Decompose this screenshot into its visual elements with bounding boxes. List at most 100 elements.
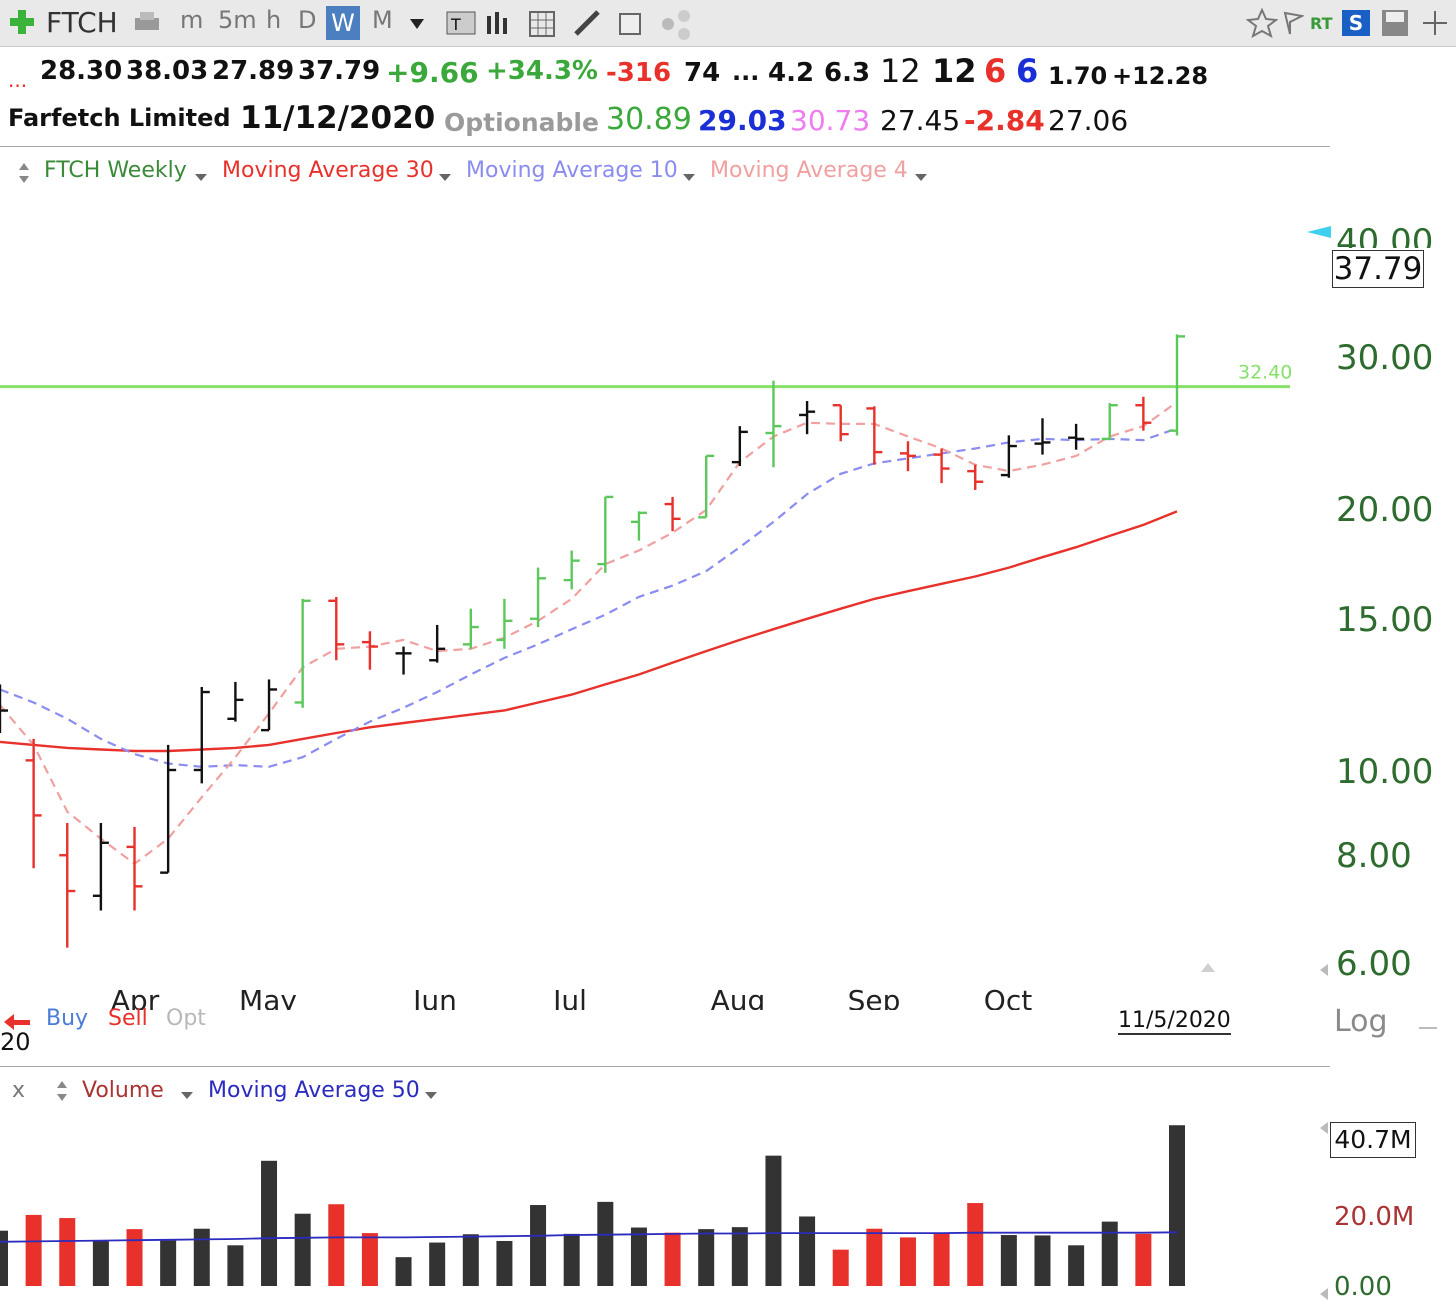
- quote-change-pct: +34.3%: [486, 56, 598, 86]
- add-icon[interactable]: [8, 8, 36, 36]
- buy-button[interactable]: Buy: [46, 1006, 89, 1031]
- legend-volume-ma50[interactable]: Moving Average 50: [208, 1078, 420, 1103]
- ohlc-bar: [227, 681, 244, 722]
- x-label-oct: Oct: [984, 984, 1032, 1010]
- ohlc-bar: [967, 464, 984, 490]
- quote-date: 11/12/2020: [240, 100, 436, 136]
- interval-w[interactable]: W: [326, 6, 360, 40]
- flag-icon[interactable]: [1282, 10, 1306, 40]
- ohlc-bar: [1169, 334, 1185, 436]
- close-volume-button[interactable]: x: [12, 1078, 26, 1103]
- last-price-label: 37.79: [1332, 250, 1424, 288]
- volume-bar: [193, 1228, 210, 1286]
- volume-bar: [530, 1205, 547, 1286]
- x-label-jul: Jul: [551, 984, 587, 1010]
- s-button[interactable]: S: [1342, 10, 1370, 36]
- volume-chart[interactable]: [0, 1100, 1330, 1296]
- notes-icon[interactable]: [616, 8, 646, 42]
- legend-ma10[interactable]: Moving Average 10: [466, 158, 678, 183]
- ohlc-bar: [698, 454, 715, 519]
- rt-label[interactable]: RT: [1310, 14, 1333, 33]
- arrows-icon[interactable]: [2, 1010, 32, 1038]
- printer-icon[interactable]: [132, 10, 162, 40]
- quote-high: 38.03: [126, 56, 209, 86]
- ohlc-bar: [261, 679, 278, 732]
- volume-bar: [1000, 1235, 1017, 1286]
- ohlc-bar: [933, 448, 950, 484]
- scroll-up-icon[interactable]: [1200, 958, 1216, 977]
- ohlc-bar: [866, 406, 883, 465]
- interval-5m[interactable]: 5m: [218, 6, 257, 34]
- volume-bar: [496, 1240, 513, 1286]
- interval-h[interactable]: h: [266, 6, 282, 34]
- y-tick-20: 20.00: [1336, 490, 1434, 530]
- volume-bar: [967, 1203, 984, 1286]
- opt-button[interactable]: Opt: [166, 1006, 206, 1031]
- quote-v8: 6: [984, 52, 1007, 90]
- chart-type-icon[interactable]: T: [446, 10, 476, 40]
- grid-icon[interactable]: [528, 10, 558, 42]
- drag-handle-icon[interactable]: [18, 162, 30, 188]
- bar-style-icon[interactable]: [484, 10, 514, 40]
- volume-bar: [597, 1201, 614, 1286]
- quote-p2: 29.03: [698, 104, 787, 137]
- volume-marker-icon: [1318, 1120, 1330, 1139]
- move-icon[interactable]: [1420, 8, 1450, 42]
- volume-drag-handle-icon[interactable]: [56, 1080, 68, 1106]
- interval-d[interactable]: D: [298, 6, 317, 34]
- pencil-icon[interactable]: [572, 8, 602, 42]
- panel-divider: [0, 1066, 1330, 1067]
- ohlc-bar: [361, 631, 378, 670]
- volume-bar: [866, 1228, 883, 1286]
- ohlc-bar: [1101, 403, 1118, 441]
- quote-p4: 27.45: [880, 104, 961, 137]
- quote-p3: 30.73: [790, 104, 871, 137]
- quote-v1: -316: [606, 58, 672, 88]
- volume-bar: [126, 1229, 143, 1286]
- scroll-right-icon[interactable]: [1318, 962, 1330, 981]
- quote-v10: 1.70: [1048, 62, 1108, 90]
- quote-low: 27.89: [212, 56, 295, 86]
- star-icon[interactable]: [1245, 7, 1279, 42]
- legend-ma30-dropdown-icon[interactable]: [438, 168, 452, 187]
- ohlc-bar: [765, 380, 782, 468]
- legend-ma4[interactable]: Moving Average 4: [710, 158, 908, 183]
- ohlc-bar: [664, 496, 681, 532]
- quote-open: 28.30: [40, 56, 123, 86]
- panel-menu-icon[interactable]: [1418, 1016, 1438, 1035]
- volume-bar: [227, 1245, 244, 1286]
- legend-volume-ma50-dropdown-icon[interactable]: [424, 1086, 438, 1105]
- legend-ma10-dropdown-icon[interactable]: [682, 168, 696, 187]
- save-icon[interactable]: [1380, 8, 1410, 42]
- interval-M[interactable]: M: [372, 6, 393, 34]
- volume-bar: [1068, 1245, 1085, 1286]
- volume-bar: [328, 1204, 345, 1286]
- share-icon[interactable]: [660, 8, 694, 44]
- legend-volume[interactable]: Volume: [82, 1078, 164, 1103]
- interval-dropdown-icon[interactable]: [408, 16, 426, 35]
- bottom-date: 11/5/2020: [1118, 1008, 1231, 1035]
- company-name: Farfetch Limited: [8, 104, 231, 132]
- legend-main[interactable]: FTCH Weekly: [44, 158, 187, 183]
- log-toggle[interactable]: Log: [1334, 1004, 1388, 1039]
- volume-bar: [1034, 1235, 1051, 1286]
- interval-m[interactable]: m: [180, 6, 204, 34]
- symbol-field[interactable]: FTCH: [46, 6, 118, 39]
- quote-change: +9.66: [386, 56, 479, 89]
- legend-ma4-dropdown-icon[interactable]: [914, 168, 928, 187]
- ohlc-bar: [126, 826, 143, 911]
- quote-p6: 27.06: [1048, 104, 1129, 137]
- volume-bar: [92, 1240, 109, 1286]
- volume-scroll-icon[interactable]: [1318, 1286, 1330, 1305]
- legend-main-dropdown-icon[interactable]: [194, 168, 208, 187]
- ohlc-bar: [597, 495, 614, 573]
- price-chart[interactable]: 32.40 Apr May Jun Jul Aug Sep Oct: [0, 150, 1330, 1010]
- volume-bar: [1169, 1125, 1185, 1286]
- ohlc-bar: [899, 441, 916, 472]
- legend-ma30[interactable]: Moving Average 30: [222, 158, 434, 183]
- ohlc-bar: [1034, 418, 1051, 455]
- sell-button[interactable]: Sell: [108, 1006, 148, 1031]
- legend-volume-dropdown-icon[interactable]: [180, 1086, 194, 1105]
- volume-bar: [731, 1227, 748, 1286]
- volume-bar: [361, 1233, 378, 1286]
